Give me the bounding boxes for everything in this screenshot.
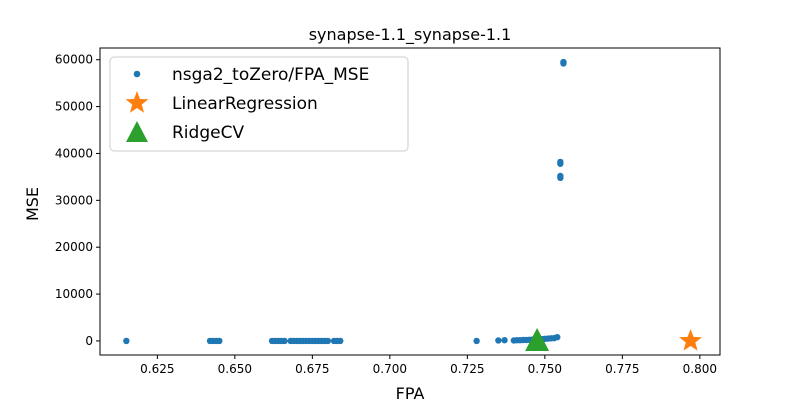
x-tick-label: 0.700 bbox=[373, 362, 407, 376]
data-point bbox=[337, 337, 344, 345]
y-axis: 0 10000 20000 30000 40000 50000 60000 bbox=[55, 53, 100, 348]
x-tick-label: 0.750 bbox=[528, 362, 562, 376]
data-point bbox=[123, 337, 130, 345]
data-point bbox=[473, 337, 480, 345]
data-point bbox=[324, 337, 332, 345]
data-point bbox=[281, 337, 288, 345]
x-tick-label: 0.650 bbox=[218, 362, 252, 376]
ridgecv-point bbox=[525, 328, 550, 352]
legend-marker-nsga2 bbox=[133, 70, 141, 78]
legend-marker-ridgecv bbox=[126, 121, 148, 142]
x-tick-label: 0.725 bbox=[450, 362, 484, 376]
legend-box bbox=[109, 56, 409, 152]
y-tick-label: 50000 bbox=[55, 100, 93, 114]
data-point bbox=[557, 172, 564, 180]
data-point bbox=[501, 337, 508, 344]
x-tick-label: 0.625 bbox=[140, 362, 174, 376]
y-axis-label: MSE bbox=[23, 187, 42, 221]
legend-marker-linear-regression bbox=[125, 91, 149, 113]
legend-label-ridgecv: RidgeCV bbox=[172, 123, 244, 143]
y-tick-label: 0 bbox=[85, 334, 93, 348]
y-tick-label: 20000 bbox=[55, 240, 93, 254]
y-tick-label: 10000 bbox=[55, 287, 93, 301]
y-tick-label: 40000 bbox=[55, 146, 93, 160]
x-tick-label: 0.775 bbox=[605, 362, 639, 376]
x-tick-label: 0.800 bbox=[683, 362, 717, 376]
x-axis-label: FPA bbox=[396, 384, 425, 400]
legend-label-nsga2: nsga2_toZero/FPA_MSE bbox=[172, 65, 369, 85]
data-point bbox=[560, 58, 567, 66]
x-tick-label: 0.675 bbox=[295, 362, 329, 376]
legend: nsga2_toZero/FPA_MSE LinearRegression Ri… bbox=[109, 56, 409, 152]
linear-regression-point bbox=[679, 328, 702, 351]
legend-label-linear-regression: LinearRegression bbox=[172, 94, 318, 114]
data-point bbox=[495, 337, 502, 344]
y-tick-label: 60000 bbox=[55, 53, 93, 67]
chart-title: synapse-1.1_synapse-1.1 bbox=[309, 25, 512, 45]
data-point bbox=[216, 337, 223, 345]
x-axis: 0.625 0.650 0.675 0.700 0.725 0.750 0.775 0.800 bbox=[140, 355, 717, 376]
data-point bbox=[554, 333, 561, 341]
y-tick-label: 30000 bbox=[55, 193, 93, 207]
data-points bbox=[123, 58, 702, 352]
data-point bbox=[557, 158, 564, 166]
